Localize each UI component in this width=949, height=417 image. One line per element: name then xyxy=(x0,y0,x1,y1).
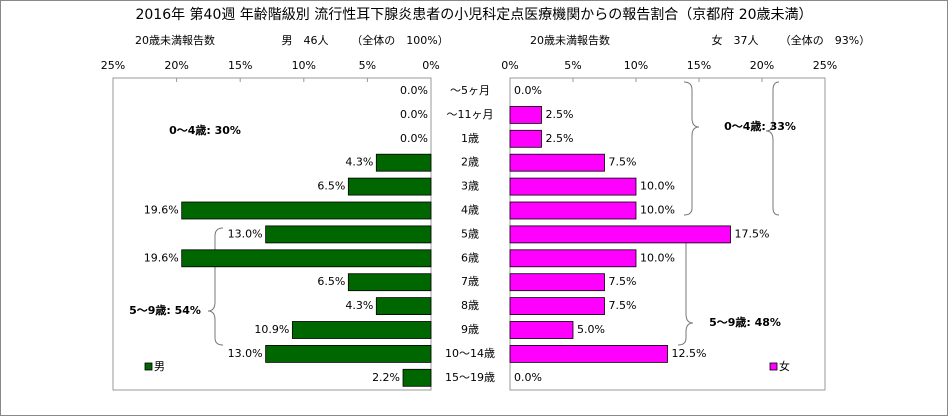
x-tick-label: 10% xyxy=(292,59,316,72)
legend-swatch xyxy=(769,362,778,371)
bar xyxy=(375,153,432,172)
category-label: 3歳 xyxy=(461,180,479,193)
value-label: 2.5% xyxy=(546,108,574,121)
bar xyxy=(181,201,432,220)
x-tick-label: 15% xyxy=(228,59,252,72)
bar xyxy=(509,225,731,244)
value-label: 0.0% xyxy=(400,132,428,145)
x-tick-label: 5% xyxy=(359,59,376,72)
value-label: 0.0% xyxy=(514,84,542,97)
category-label: 7歳 xyxy=(461,275,479,288)
brace xyxy=(683,81,700,216)
value-label: 2.2% xyxy=(372,371,400,384)
x-tick-label: 25% xyxy=(101,59,125,72)
value-label: 4.3% xyxy=(345,299,373,312)
x-tick-label: 10% xyxy=(624,59,648,72)
header-label: 20歳未満報告数 xyxy=(135,34,215,47)
x-tick-label: 20% xyxy=(750,59,774,72)
value-label: 0.0% xyxy=(400,84,428,97)
x-tick-label: 20% xyxy=(164,59,188,72)
category-label: ～5ヶ月 xyxy=(450,84,490,97)
value-label: 10.0% xyxy=(640,204,675,217)
header-count: 女 37人 xyxy=(712,33,759,47)
x-tick-label: 15% xyxy=(687,59,711,72)
x-tick-label: 0% xyxy=(422,59,439,72)
value-label: 13.0% xyxy=(228,347,263,360)
value-label: 19.6% xyxy=(144,251,179,264)
category-label: 15～19歳 xyxy=(445,371,495,384)
category-label: ～11ヶ月 xyxy=(447,108,494,121)
value-label: 10.9% xyxy=(254,323,289,336)
value-label: 7.5% xyxy=(609,299,637,312)
brace xyxy=(765,81,780,216)
bar xyxy=(509,153,605,172)
bar xyxy=(509,129,542,148)
value-label: 0.0% xyxy=(400,108,428,121)
annotation: 5～9歳: 54% xyxy=(129,303,201,317)
value-label: 7.5% xyxy=(609,156,637,169)
category-label: 4歳 xyxy=(461,204,479,217)
legend-label: 女 xyxy=(779,359,790,373)
value-label: 5.0% xyxy=(577,323,605,336)
bar xyxy=(291,321,432,339)
bar xyxy=(509,201,637,220)
bar xyxy=(181,249,432,268)
annotation: 0～4歳: 33% xyxy=(724,119,796,133)
bar xyxy=(509,321,574,339)
bar xyxy=(265,225,432,244)
category-label: 5歳 xyxy=(461,227,479,240)
value-label: 4.3% xyxy=(345,156,373,169)
category-label: 2歳 xyxy=(461,156,479,169)
bar xyxy=(375,297,432,316)
category-label: 10～14歳 xyxy=(445,347,495,360)
category-label: 6歳 xyxy=(461,251,479,264)
header-count: 男 46人 xyxy=(282,34,329,47)
legend-swatch xyxy=(144,362,153,371)
bar xyxy=(509,249,637,268)
header-label: 20歳未満報告数 xyxy=(530,34,610,47)
category-label: 1歳 xyxy=(461,132,479,145)
bar xyxy=(509,177,637,196)
x-tick-label: 5% xyxy=(564,59,581,72)
header-share: （全体の 100%） xyxy=(351,33,448,47)
bar xyxy=(402,368,432,387)
category-label: 9歳 xyxy=(461,323,479,336)
x-tick-label: 25% xyxy=(813,59,837,72)
x-tick-label: 0% xyxy=(501,59,518,72)
value-label: 12.5% xyxy=(672,347,707,360)
value-label: 0.0% xyxy=(514,371,542,384)
annotation: 0～4歳: 30% xyxy=(169,123,241,137)
value-label: 2.5% xyxy=(546,132,574,145)
chart-title: 2016年 第40週 年齢階級別 流行性耳下腺炎患者の小児科定点医療機関からの報… xyxy=(135,6,812,23)
bar xyxy=(509,297,605,316)
legend-label: 男 xyxy=(154,360,165,373)
bar xyxy=(509,344,668,363)
value-label: 10.0% xyxy=(640,180,675,193)
bar xyxy=(265,344,432,363)
value-label: 6.5% xyxy=(317,180,345,193)
bar xyxy=(509,273,605,292)
category-label: 8歳 xyxy=(461,299,479,312)
value-label: 6.5% xyxy=(317,275,345,288)
annotation: 5～9歳: 48% xyxy=(709,315,781,329)
header-share: （全体の 93%） xyxy=(780,33,870,47)
value-label: 17.5% xyxy=(735,227,770,240)
value-label: 19.6% xyxy=(144,204,179,217)
value-label: 7.5% xyxy=(609,275,637,288)
brace xyxy=(207,227,224,346)
bar xyxy=(347,177,432,196)
value-label: 13.0% xyxy=(228,227,263,240)
bar xyxy=(347,273,432,292)
value-label: 10.0% xyxy=(640,251,675,264)
bar xyxy=(509,106,542,124)
